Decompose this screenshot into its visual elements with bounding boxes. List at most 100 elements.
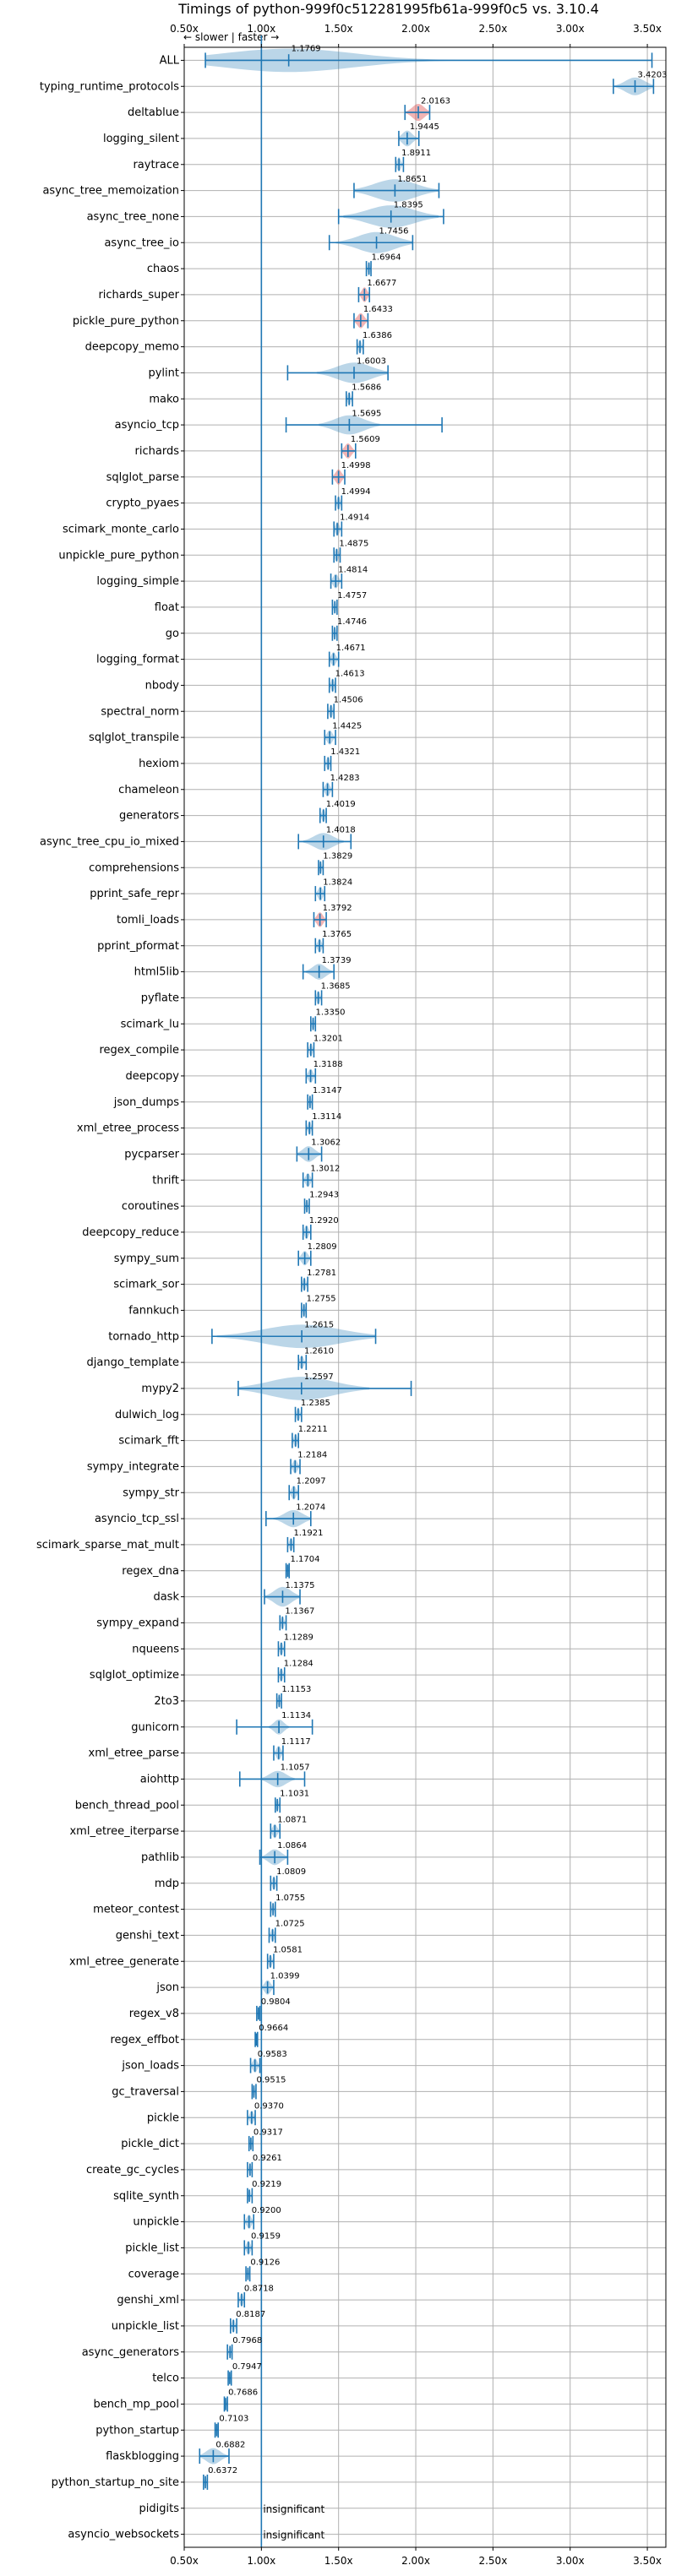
category-sqlglot_parse: sqlglot_parse [106, 471, 179, 484]
x-tick-top-3.00x: 3.00x [556, 23, 585, 35]
value-label-create_gc_cycles: 0.9261 [253, 2154, 282, 2163]
category-pprint_pformat: pprint_pformat [97, 940, 179, 953]
category-unpickle_pure_python: unpickle_pure_python [58, 549, 179, 562]
value-label-typing_runtime_protocols: 3.4203 [638, 70, 668, 79]
value-label-asyncio_tcp: 1.5695 [352, 409, 381, 418]
value-label-nbody: 1.4613 [335, 670, 365, 679]
value-label-deepcopy_reduce: 1.2920 [309, 1216, 339, 1226]
value-label-ALL: 1.1769 [292, 45, 321, 54]
category-sympy_integrate: sympy_integrate [87, 1460, 179, 1473]
value-label-tornado_http: 1.2615 [304, 1320, 334, 1329]
category-chameleon: chameleon [118, 784, 179, 796]
value-label-mako: 1.5686 [352, 383, 381, 392]
value-label-bench_thread_pool: 1.1031 [280, 1789, 309, 1798]
value-label-gc_traversal: 0.9515 [256, 2076, 286, 2085]
category-gunicorn: gunicorn [131, 1721, 179, 1734]
category-xml_etree_parse: xml_etree_parse [89, 1747, 179, 1760]
category-meteor_contest: meteor_contest [93, 1904, 179, 1916]
value-label-generators: 1.4019 [326, 800, 356, 809]
x-tick-bottom-2.00x: 2.00x [401, 2555, 430, 2567]
value-label-nqueens: 1.1289 [284, 1633, 313, 1642]
value-label-html5lib: 1.3739 [322, 956, 352, 965]
x-tick-top-3.50x: 3.50x [633, 23, 662, 35]
category-regex_v8: regex_v8 [129, 2008, 179, 2020]
category-sympy_sum: sympy_sum [114, 1253, 179, 1265]
x-tick-top-1.50x: 1.50x [324, 23, 353, 35]
category-genshi_text: genshi_text [116, 1929, 179, 1942]
value-label-pickle_dict: 0.9317 [254, 2128, 283, 2137]
category-logging_simple: logging_simple [96, 575, 179, 588]
value-label-flaskblogging: 0.6882 [215, 2440, 245, 2449]
category-comprehensions: comprehensions [89, 861, 179, 874]
category-scimark_fft: scimark_fft [118, 1435, 179, 1448]
value-label-deltablue: 2.0163 [421, 96, 450, 106]
category-html5lib: html5lib [134, 966, 179, 979]
value-label-python_startup_no_site: 0.6372 [208, 2466, 237, 2475]
category-sqlglot_optimize: sqlglot_optimize [90, 1669, 179, 1682]
category-deepcopy: deepcopy [125, 1070, 179, 1083]
insignificant-asyncio_websockets: insignificant [263, 2530, 324, 2541]
category-sympy_expand: sympy_expand [96, 1617, 179, 1629]
category-pickle_pure_python: pickle_pure_python [73, 315, 179, 328]
category-async_generators: async_generators [82, 2346, 180, 2359]
value-label-xml_etree_parse: 1.1117 [281, 1737, 311, 1747]
plot-frame [183, 46, 667, 2548]
category-fannkuch: fannkuch [128, 1304, 179, 1317]
category-xml_etree_iterparse: xml_etree_iterparse [69, 1825, 179, 1838]
category-pathlib: pathlib [141, 1851, 179, 1864]
value-label-genshi_xml: 0.8718 [244, 2284, 274, 2293]
x-tick-bottom-1.00x: 1.00x [247, 2555, 275, 2567]
value-label-asyncio_tcp_ssl: 1.2074 [296, 1503, 325, 1512]
value-label-fannkuch: 1.2755 [307, 1295, 336, 1304]
category-asyncio_tcp: asyncio_tcp [115, 419, 179, 432]
category-logging_silent: logging_silent [103, 133, 179, 145]
category-mdp: mdp [155, 1878, 179, 1890]
category-raytrace: raytrace [133, 159, 179, 171]
value-label-go: 1.4746 [337, 617, 367, 627]
category-python_startup_no_site: python_startup_no_site [52, 2476, 179, 2489]
category-telco: telco [152, 2372, 179, 2385]
value-label-meteor_contest: 1.0755 [275, 1894, 305, 1903]
category-async_tree_none: async_tree_none [87, 210, 179, 223]
x-tick-top-0.50x: 0.50x [170, 23, 199, 35]
value-label-xml_etree_process: 1.3114 [312, 1112, 341, 1122]
value-label-pylint: 1.6003 [357, 357, 386, 367]
value-label-scimark_lu: 1.3350 [316, 1008, 346, 1017]
value-label-richards_super: 1.6677 [367, 279, 396, 288]
value-label-regex_dna: 1.1704 [290, 1555, 319, 1564]
value-label-chaos: 1.6964 [372, 253, 401, 262]
category-thrift: thrift [152, 1174, 179, 1187]
category-coverage: coverage [128, 2268, 179, 2280]
value-label-chameleon: 1.4283 [330, 774, 360, 783]
value-label-crypto_pyaes: 1.4994 [341, 487, 371, 497]
category-ALL: ALL [160, 54, 180, 67]
value-label-richards: 1.5609 [351, 435, 380, 444]
category-gc_traversal: gc_traversal [112, 2085, 179, 2098]
category-generators: generators [119, 810, 179, 823]
category-genshi_xml: genshi_xml [117, 2294, 179, 2307]
category-mypy2: mypy2 [141, 1383, 179, 1395]
value-label-python_startup: 0.7103 [219, 2414, 248, 2423]
category-regex_compile: regex_compile [99, 1044, 179, 1057]
category-deepcopy_memo: deepcopy_memo [85, 341, 179, 354]
category-2to3: 2to3 [154, 1695, 179, 1708]
category-unpickle_list: unpickle_list [112, 2320, 179, 2333]
value-label-pprint_safe_repr: 1.3824 [323, 878, 352, 887]
category-crypto_pyaes: crypto_pyaes [106, 497, 179, 510]
category-nbody: nbody [145, 679, 180, 692]
value-label-logging_silent: 1.9445 [410, 122, 439, 132]
category-json: json [155, 1981, 179, 1994]
category-unpickle: unpickle [133, 2216, 179, 2229]
value-label-sqlite_synth: 0.9219 [252, 2180, 281, 2189]
value-label-regex_v8: 0.9804 [261, 1997, 291, 2007]
axis-direction-hint: ← slower | faster → [183, 31, 279, 43]
value-label-coroutines: 1.2943 [309, 1190, 339, 1199]
whiskers [199, 52, 655, 2490]
value-label-2to3: 1.1153 [281, 1685, 311, 1694]
value-label-async_tree_none: 1.8395 [394, 201, 423, 210]
category-pickle_list: pickle_list [125, 2242, 179, 2254]
category-asyncio_websockets: asyncio_websockets [68, 2529, 179, 2541]
value-label-aiohttp: 1.1057 [281, 1764, 310, 1773]
category-bench_mp_pool: bench_mp_pool [93, 2398, 179, 2410]
